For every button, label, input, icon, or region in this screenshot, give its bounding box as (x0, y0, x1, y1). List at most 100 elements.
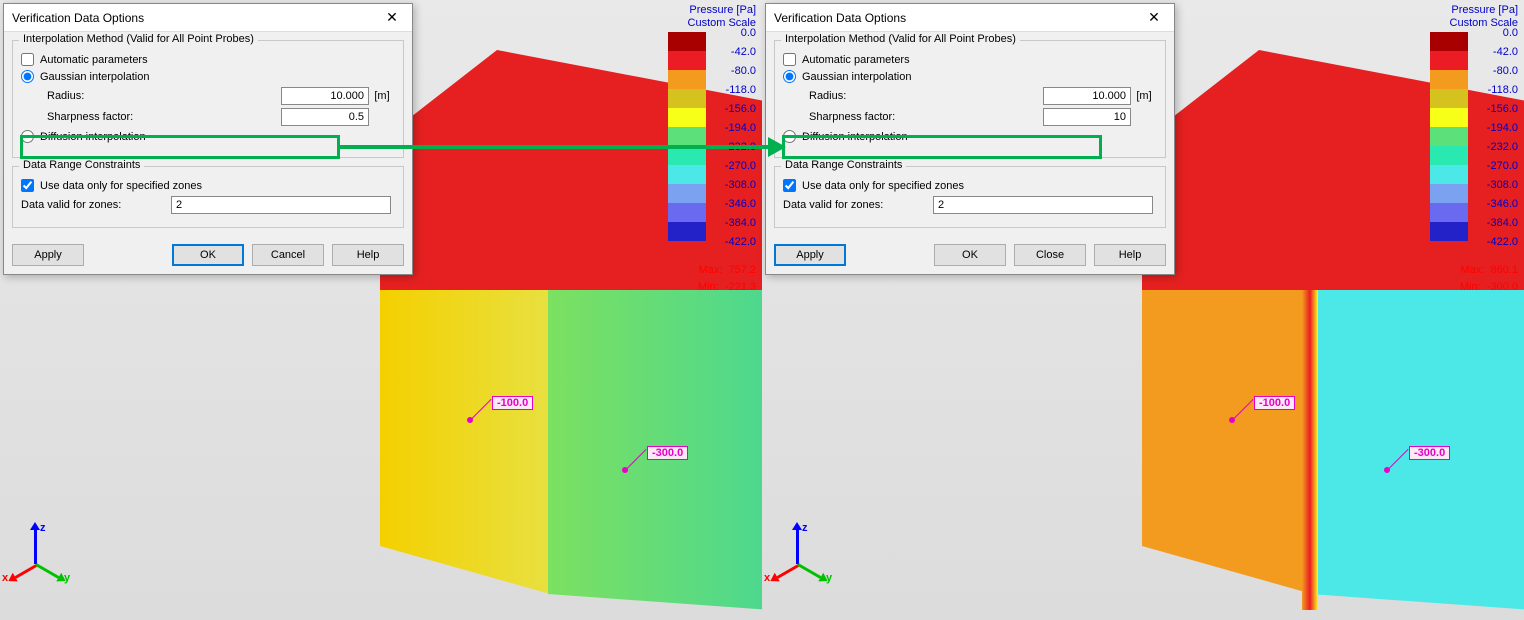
automatic-params-checkbox[interactable]: Automatic parameters (21, 53, 395, 66)
verification-options-dialog: Verification Data Options ✕ Interpolatio… (765, 3, 1175, 275)
legend-tick: -42.0 (1468, 46, 1518, 58)
cancel-button[interactable]: Cancel (252, 244, 324, 266)
ok-button[interactable]: OK (934, 244, 1006, 266)
legend-swatch (1430, 203, 1468, 222)
legend-swatch (1430, 222, 1468, 241)
legend-tick: 0.0 (706, 27, 756, 39)
radius-unit: [m] (369, 90, 395, 102)
legend-tick: -308.0 (1468, 179, 1518, 191)
sharpness-label: Sharpness factor: (47, 111, 281, 123)
axis-triad: z x y (770, 530, 830, 590)
group-interpolation: Interpolation Method (Valid for All Poin… (774, 40, 1166, 158)
axis-triad: z x y (8, 530, 68, 590)
legend-tick: -42.0 (706, 46, 756, 58)
legend-tick: -308.0 (706, 179, 756, 191)
legend-swatch (1430, 32, 1468, 51)
color-legend: Pressure [Pa] Custom Scale 0.0-42.0-80.0… (668, 4, 756, 294)
legend-tick: -80.0 (1468, 65, 1518, 77)
legend-tick: 0.0 (1468, 27, 1518, 39)
legend-swatch (1430, 184, 1468, 203)
automatic-params-checkbox[interactable]: Automatic parameters (783, 53, 1157, 66)
group-title: Interpolation Method (Valid for All Poin… (19, 33, 258, 45)
zones-input[interactable] (171, 196, 391, 214)
dialog-buttons: Apply OK Cancel Help (4, 236, 412, 274)
close-button[interactable]: Close (1014, 244, 1086, 266)
help-button[interactable]: Help (1094, 244, 1166, 266)
dialog-titlebar[interactable]: Verification Data Options ✕ (766, 4, 1174, 32)
probe-2-label: -300.0 (647, 446, 688, 460)
close-icon[interactable]: ✕ (1134, 4, 1174, 32)
sharpness-input[interactable] (281, 108, 369, 126)
gaussian-radio[interactable]: Gaussian interpolation (21, 70, 395, 83)
legend-swatch (668, 127, 706, 146)
legend-swatch (668, 89, 706, 108)
legend-swatch (668, 32, 706, 51)
radius-label: Radius: (47, 90, 281, 102)
legend-tick: -270.0 (706, 160, 756, 172)
legend-swatch (1430, 108, 1468, 127)
legend-tick: -384.0 (1468, 217, 1518, 229)
radius-input[interactable] (1043, 87, 1131, 105)
probe-2-label: -300.0 (1409, 446, 1450, 460)
zones-label: Data valid for zones: (783, 199, 933, 211)
legend-swatch (1430, 127, 1468, 146)
legend-tick: -270.0 (1468, 160, 1518, 172)
legend-swatch (1430, 146, 1468, 165)
sharpness-label: Sharpness factor: (809, 111, 1043, 123)
legend-tick: -384.0 (706, 217, 756, 229)
group-interpolation: Interpolation Method (Valid for All Poin… (12, 40, 404, 158)
zones-row: Data valid for zones: (783, 196, 1157, 214)
group-data-range: Data Range Constraints Use data only for… (774, 166, 1166, 228)
group-title: Interpolation Method (Valid for All Poin… (781, 33, 1020, 45)
close-icon[interactable]: ✕ (372, 4, 412, 32)
legend-tick: -118.0 (706, 84, 756, 96)
diffusion-radio[interactable]: Diffusion interpolation (21, 130, 395, 143)
probe-1-label: -100.0 (1254, 396, 1295, 410)
verification-options-dialog: Verification Data Options ✕ Interpolatio… (3, 3, 413, 275)
help-button[interactable]: Help (332, 244, 404, 266)
radius-input[interactable] (281, 87, 369, 105)
legend-swatch (668, 222, 706, 241)
dialog-buttons: Apply OK Close Help (766, 236, 1174, 274)
legend-swatch (1430, 165, 1468, 184)
diffusion-radio[interactable]: Diffusion interpolation (783, 130, 1157, 143)
ok-button[interactable]: OK (172, 244, 244, 266)
change-arrow-head (768, 137, 786, 157)
group-data-range: Data Range Constraints Use data only for… (12, 166, 404, 228)
zones-row: Data valid for zones: (21, 196, 395, 214)
legend-tick: -156.0 (1468, 103, 1518, 115)
legend-tick: -156.0 (706, 103, 756, 115)
radius-row: Radius: [m] (809, 87, 1157, 105)
legend-title-1: Pressure [Pa] (1430, 4, 1518, 17)
legend-tick: -118.0 (1468, 84, 1518, 96)
legend-swatch (668, 165, 706, 184)
legend-swatch (1430, 89, 1468, 108)
sharpness-row: Sharpness factor: (47, 108, 395, 126)
apply-button[interactable]: Apply (12, 244, 84, 266)
zones-input[interactable] (933, 196, 1153, 214)
specified-zones-checkbox[interactable]: Use data only for specified zones (21, 179, 395, 192)
legend-tick: -346.0 (1468, 198, 1518, 210)
gaussian-radio[interactable]: Gaussian interpolation (783, 70, 1157, 83)
legend-tick: -232.0 (1468, 141, 1518, 153)
legend-swatch (668, 184, 706, 203)
legend-swatch (668, 108, 706, 127)
radius-label: Radius: (809, 90, 1043, 102)
apply-button[interactable]: Apply (774, 244, 846, 266)
sharpness-input[interactable] (1043, 108, 1131, 126)
change-arrow (340, 145, 770, 149)
color-legend: Pressure [Pa] Custom Scale 0.0-42.0-80.0… (1430, 4, 1518, 294)
zones-label: Data valid for zones: (21, 199, 171, 211)
legend-title-1: Pressure [Pa] (668, 4, 756, 17)
legend-tick: -194.0 (1468, 122, 1518, 134)
legend-swatch (668, 70, 706, 89)
dialog-title: Verification Data Options (12, 11, 372, 25)
specified-zones-checkbox[interactable]: Use data only for specified zones (783, 179, 1157, 192)
legend-swatch (668, 203, 706, 222)
radius-unit: [m] (1131, 90, 1157, 102)
dialog-titlebar[interactable]: Verification Data Options ✕ (4, 4, 412, 32)
legend-swatch (1430, 70, 1468, 89)
probe-1-label: -100.0 (492, 396, 533, 410)
legend-tick: -80.0 (706, 65, 756, 77)
legend-tick: -346.0 (706, 198, 756, 210)
